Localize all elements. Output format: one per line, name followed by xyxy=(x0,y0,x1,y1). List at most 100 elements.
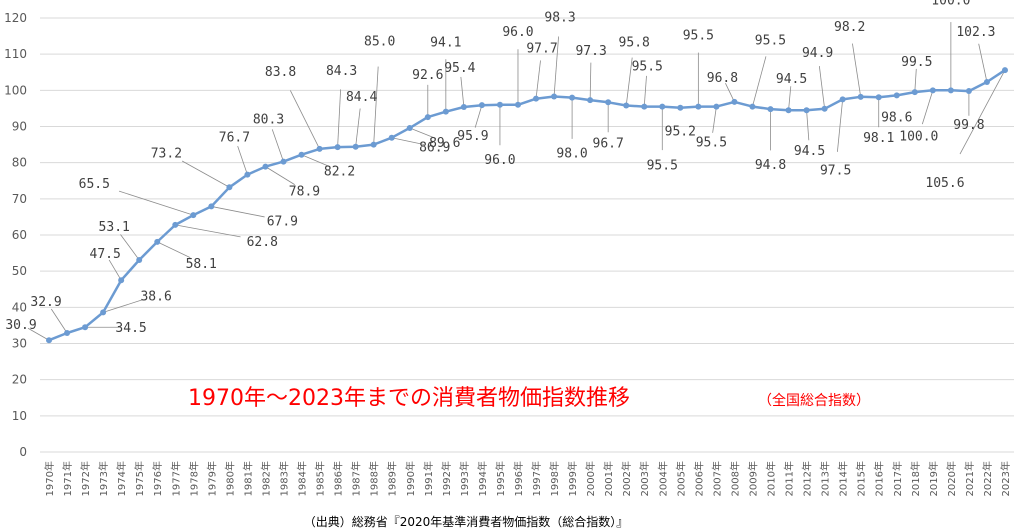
data-point xyxy=(136,256,143,263)
data-point xyxy=(947,87,954,94)
label-leader xyxy=(265,166,295,185)
data-point xyxy=(352,143,359,150)
data-label-leaders xyxy=(27,22,1006,341)
y-tick-label: 50 xyxy=(12,264,27,278)
x-tick-label: 2018年 xyxy=(909,461,922,496)
x-tick-label: 2005年 xyxy=(674,461,687,496)
data-label: 97.3 xyxy=(575,44,606,59)
y-tick-label: 120 xyxy=(4,11,27,25)
data-point xyxy=(496,101,503,108)
y-tick-label: 100 xyxy=(4,83,27,97)
data-point xyxy=(893,92,900,99)
label-leader xyxy=(712,106,717,133)
data-point xyxy=(533,95,540,102)
label-leader xyxy=(211,206,265,218)
y-tick-label: 0 xyxy=(19,445,27,459)
data-label: 85.0 xyxy=(364,35,395,50)
label-leader xyxy=(27,327,50,341)
label-leader xyxy=(271,129,284,162)
data-label: 92.6 xyxy=(412,68,443,83)
label-leader xyxy=(643,75,647,107)
label-leader xyxy=(373,66,379,145)
data-label: 95.5 xyxy=(755,34,786,49)
data-point xyxy=(442,108,449,115)
label-leader xyxy=(181,160,230,188)
data-label: 84.3 xyxy=(326,64,357,79)
data-label: 95.9 xyxy=(457,129,488,144)
y-tick-label: 40 xyxy=(12,300,27,314)
x-tick-label: 2015年 xyxy=(855,461,868,496)
data-point xyxy=(478,102,485,109)
x-axis-ticks: 1970年 1971年 1972年 1973年 1974年 1975年 1976年 1977年… xyxy=(43,461,1012,496)
label-leader xyxy=(535,60,541,99)
data-label: 96.8 xyxy=(707,71,738,86)
x-tick-label: 2007年 xyxy=(710,461,723,496)
data-point xyxy=(911,89,918,96)
x-tick-label: 1995年 xyxy=(494,461,507,496)
data-label: 105.6 xyxy=(925,176,964,191)
data-label: 65.5 xyxy=(79,177,110,192)
data-point xyxy=(821,105,828,112)
data-point xyxy=(154,238,161,245)
x-tick-label: 1983年 xyxy=(278,461,291,496)
data-label: 99.8 xyxy=(953,118,984,133)
data-label: 94.8 xyxy=(755,158,786,173)
data-label: 83.8 xyxy=(265,65,296,80)
x-tick-label: 1984年 xyxy=(296,461,309,496)
data-label: 98.3 xyxy=(544,10,575,25)
data-point xyxy=(262,163,269,170)
label-leader xyxy=(589,62,592,101)
x-tick-label: 2020年 xyxy=(945,461,958,496)
data-label: 38.6 xyxy=(140,289,171,304)
x-tick-label: 1993年 xyxy=(458,461,471,496)
data-label: 96.0 xyxy=(484,153,515,168)
x-tick-label: 1975年 xyxy=(133,461,146,496)
x-tick-label: 2021年 xyxy=(963,461,976,496)
label-leader xyxy=(921,90,934,125)
data-label: 53.1 xyxy=(99,220,130,235)
data-point xyxy=(551,93,558,100)
x-tick-label: 2003年 xyxy=(638,461,651,496)
data-point xyxy=(460,103,467,110)
label-leader xyxy=(237,145,248,175)
data-point xyxy=(659,103,666,110)
data-label: 95.5 xyxy=(683,29,714,44)
data-point xyxy=(803,107,810,114)
data-point xyxy=(983,79,990,86)
data-point xyxy=(388,134,395,141)
x-tick-label: 2009年 xyxy=(746,461,759,496)
data-point xyxy=(208,203,215,210)
data-label: 97.5 xyxy=(820,163,851,178)
label-leader xyxy=(914,68,917,93)
x-tick-label: 1987年 xyxy=(350,461,363,496)
x-tick-label: 2006年 xyxy=(692,461,705,496)
label-leader xyxy=(50,308,68,334)
data-label: 73.2 xyxy=(151,146,182,161)
data-point xyxy=(100,309,107,316)
label-leader xyxy=(818,65,826,109)
x-tick-label: 2001年 xyxy=(602,461,615,496)
data-point xyxy=(118,277,125,284)
x-tick-label: 1998年 xyxy=(548,461,561,496)
y-tick-label: 30 xyxy=(12,337,27,351)
y-tick-label: 80 xyxy=(12,156,27,170)
data-point xyxy=(226,184,233,191)
data-point xyxy=(785,107,792,114)
x-tick-label: 2010年 xyxy=(765,461,778,496)
x-tick-label: 2016年 xyxy=(873,461,886,496)
x-tick-label: 1974年 xyxy=(115,461,128,496)
data-label: 96.0 xyxy=(502,25,533,40)
data-point xyxy=(929,87,936,94)
data-point xyxy=(316,145,323,152)
x-tick-label: 2004年 xyxy=(656,461,669,496)
x-tick-label: 1996年 xyxy=(512,461,525,496)
data-label: 100.0 xyxy=(899,129,938,144)
data-label: 62.8 xyxy=(247,235,278,250)
x-tick-label: 1999年 xyxy=(566,461,579,496)
label-leader xyxy=(725,82,735,103)
x-tick-label: 2017年 xyxy=(891,461,904,496)
data-label: 86.9 xyxy=(419,141,450,156)
data-label: 78.9 xyxy=(289,185,320,200)
data-point xyxy=(731,98,738,105)
label-leader xyxy=(553,36,559,97)
